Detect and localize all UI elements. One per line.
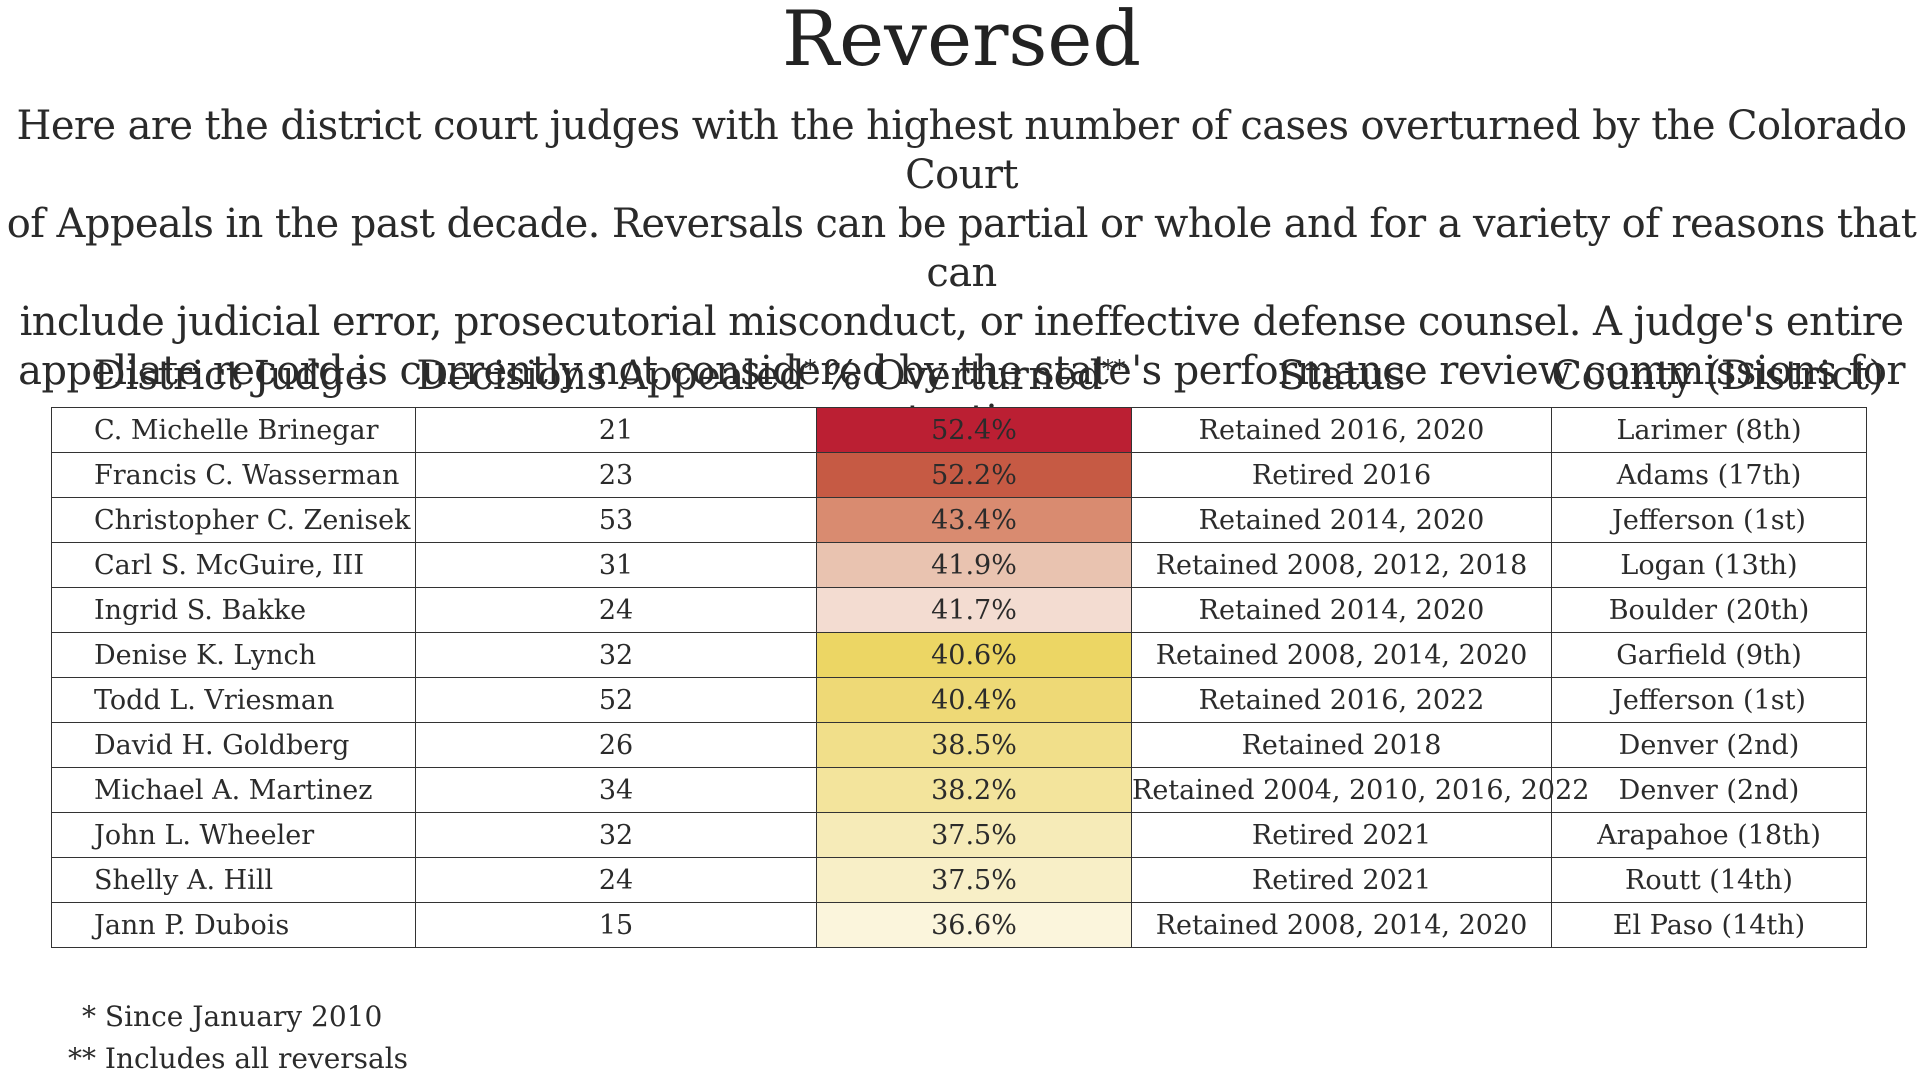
header-district-judge: District Judge — [93, 353, 369, 399]
header-overturned-label: % Overturned — [823, 353, 1102, 399]
header-percent-overturned: % Overturned** — [817, 337, 1132, 408]
cell-district-judge: Christopher C. Zenisek — [51, 497, 416, 543]
table-row: Denise K. Lynch 32 40.6% Retained 2008, 201… — [51, 632, 1867, 678]
subtitle-line: include judicial error, prosecutorial mi… — [19, 299, 1904, 345]
cell-district-judge: Carl S. McGuire, III — [51, 542, 416, 588]
cell-decisions-appealed: 24 — [415, 857, 817, 903]
cell-district-judge: Francis C. Wasserman — [51, 452, 416, 498]
header-overturned-mark: ** — [1101, 355, 1126, 383]
cell-decisions-appealed: 32 — [415, 812, 817, 858]
table-row: David H. Goldberg 26 38.5% Retained 2018 Den… — [51, 722, 1867, 768]
table-body: C. Michelle Brinegar 21 52.4% Retained 2016… — [51, 407, 1867, 948]
header-decisions-mark: * — [804, 355, 816, 383]
table-row: Jann P. Dubois 15 36.6% Retained 2008, 2014… — [51, 902, 1867, 948]
cell-district-judge: Todd L. Vriesman — [51, 677, 416, 723]
cell-county: Garfield (9th) — [1551, 632, 1867, 678]
subtitle-line: of Appeals in the past decade. Reversals… — [6, 201, 1917, 296]
footnote-mark: ** — [68, 1042, 96, 1075]
cell-status: Retained 2014, 2020 — [1131, 497, 1552, 543]
footnote-since: * Since January 2010 — [82, 1000, 382, 1033]
footnote-includes: ** Includes all reversals — [68, 1042, 408, 1075]
cell-county: El Paso (14th) — [1551, 902, 1867, 948]
cell-decisions-appealed: 21 — [415, 407, 817, 453]
cell-percent-overturned: 43.4% — [816, 497, 1132, 543]
cell-decisions-appealed: 32 — [415, 632, 817, 678]
cell-county: Denver (2nd) — [1551, 722, 1867, 768]
cell-status: Retained 2008, 2012, 2018 — [1131, 542, 1552, 588]
cell-status: Retired 2021 — [1131, 857, 1552, 903]
header-county: County (District) — [1551, 353, 1885, 399]
cell-decisions-appealed: 53 — [415, 497, 817, 543]
cell-percent-overturned: 41.9% — [816, 542, 1132, 588]
judges-table: District Judge Decisions Appealed* % Ove… — [51, 337, 1885, 948]
table-row: John L. Wheeler 32 37.5% Retired 2021 Arapah… — [51, 812, 1867, 858]
cell-percent-overturned: 37.5% — [816, 857, 1132, 903]
table-row: C. Michelle Brinegar 21 52.4% Retained 2016… — [51, 407, 1867, 453]
cell-county: Jefferson (1st) — [1551, 497, 1867, 543]
cell-decisions-appealed: 24 — [415, 587, 817, 633]
cell-district-judge: Michael A. Martinez — [51, 767, 416, 813]
cell-status: Retained 2004, 2010, 2016, 2022 — [1131, 767, 1589, 813]
subtitle: Here are the district court judges with … — [0, 102, 1923, 445]
cell-percent-overturned: 38.5% — [816, 722, 1132, 768]
cell-percent-overturned: 36.6% — [816, 902, 1132, 948]
subtitle-line: Here are the district court judges with … — [16, 103, 1908, 198]
cell-district-judge: Shelly A. Hill — [51, 857, 416, 903]
cell-status: Retained 2014, 2020 — [1131, 587, 1552, 633]
cell-status: Retained 2016, 2022 — [1131, 677, 1552, 723]
cell-county: Denver (2nd) — [1551, 767, 1867, 813]
cell-decisions-appealed: 23 — [415, 452, 817, 498]
table-row: Ingrid S. Bakke 24 41.7% Retained 2014, 202… — [51, 587, 1867, 633]
table-row: Todd L. Vriesman 52 40.4% Retained 2016, 20… — [51, 677, 1867, 723]
cell-county: Larimer (8th) — [1551, 407, 1867, 453]
cell-percent-overturned: 40.6% — [816, 632, 1132, 678]
footnote-text: Since January 2010 — [104, 1000, 383, 1033]
table-row: Michael A. Martinez 34 38.2% Retained 2004,… — [51, 767, 1867, 813]
table-row: Carl S. McGuire, III 31 41.9% Retained 2008… — [51, 542, 1867, 588]
cell-district-judge: C. Michelle Brinegar — [51, 407, 416, 453]
cell-county: Adams (17th) — [1551, 452, 1867, 498]
cell-percent-overturned: 52.4% — [816, 407, 1132, 453]
header-row: District Judge Decisions Appealed* % Ove… — [52, 337, 1885, 408]
cell-status: Retained 2018 — [1131, 722, 1552, 768]
cell-decisions-appealed: 15 — [415, 902, 817, 948]
cell-status: Retained 2016, 2020 — [1131, 407, 1552, 453]
cell-percent-overturned: 38.2% — [816, 767, 1132, 813]
cell-percent-overturned: 52.2% — [816, 452, 1132, 498]
footnote-mark: * — [82, 1000, 96, 1033]
cell-percent-overturned: 37.5% — [816, 812, 1132, 858]
cell-decisions-appealed: 26 — [415, 722, 817, 768]
footnote-text: Includes all reversals — [104, 1042, 409, 1075]
cell-district-judge: John L. Wheeler — [51, 812, 416, 858]
cell-district-judge: Ingrid S. Bakke — [51, 587, 416, 633]
cell-decisions-appealed: 34 — [415, 767, 817, 813]
cell-decisions-appealed: 52 — [415, 677, 817, 723]
page-title: Reversed — [781, 0, 1142, 83]
header-status: Status — [1278, 353, 1405, 399]
table-row: Francis C. Wasserman 23 52.2% Retired 2016 A… — [51, 452, 1867, 498]
table-row: Christopher C. Zenisek 53 43.4% Retained 20… — [51, 497, 1867, 543]
cell-status: Retired 2021 — [1131, 812, 1552, 858]
cell-status: Retired 2016 — [1131, 452, 1552, 498]
cell-county: Logan (13th) — [1551, 542, 1867, 588]
cell-district-judge: Jann P. Dubois — [51, 902, 416, 948]
cell-status: Retained 2008, 2014, 2020 — [1131, 632, 1552, 678]
cell-district-judge: Denise K. Lynch — [51, 632, 416, 678]
cell-county: Arapahoe (18th) — [1551, 812, 1867, 858]
cell-county: Jefferson (1st) — [1551, 677, 1867, 723]
cell-percent-overturned: 41.7% — [816, 587, 1132, 633]
cell-decisions-appealed: 31 — [415, 542, 817, 588]
cell-county: Routt (14th) — [1551, 857, 1867, 903]
subtitle-line: appellate record is currently not consid… — [18, 348, 1905, 443]
cell-county: Boulder (20th) — [1551, 587, 1867, 633]
cell-district-judge: David H. Goldberg — [51, 722, 416, 768]
header-decisions-label: Decisions Appealed — [416, 353, 805, 399]
table-row: Shelly A. Hill 24 37.5% Retired 2021 Routt (… — [51, 857, 1867, 903]
cell-status: Retained 2008, 2014, 2020 — [1131, 902, 1552, 948]
header-decisions-appealed: Decisions Appealed* — [416, 337, 817, 408]
cell-percent-overturned: 40.4% — [816, 677, 1132, 723]
